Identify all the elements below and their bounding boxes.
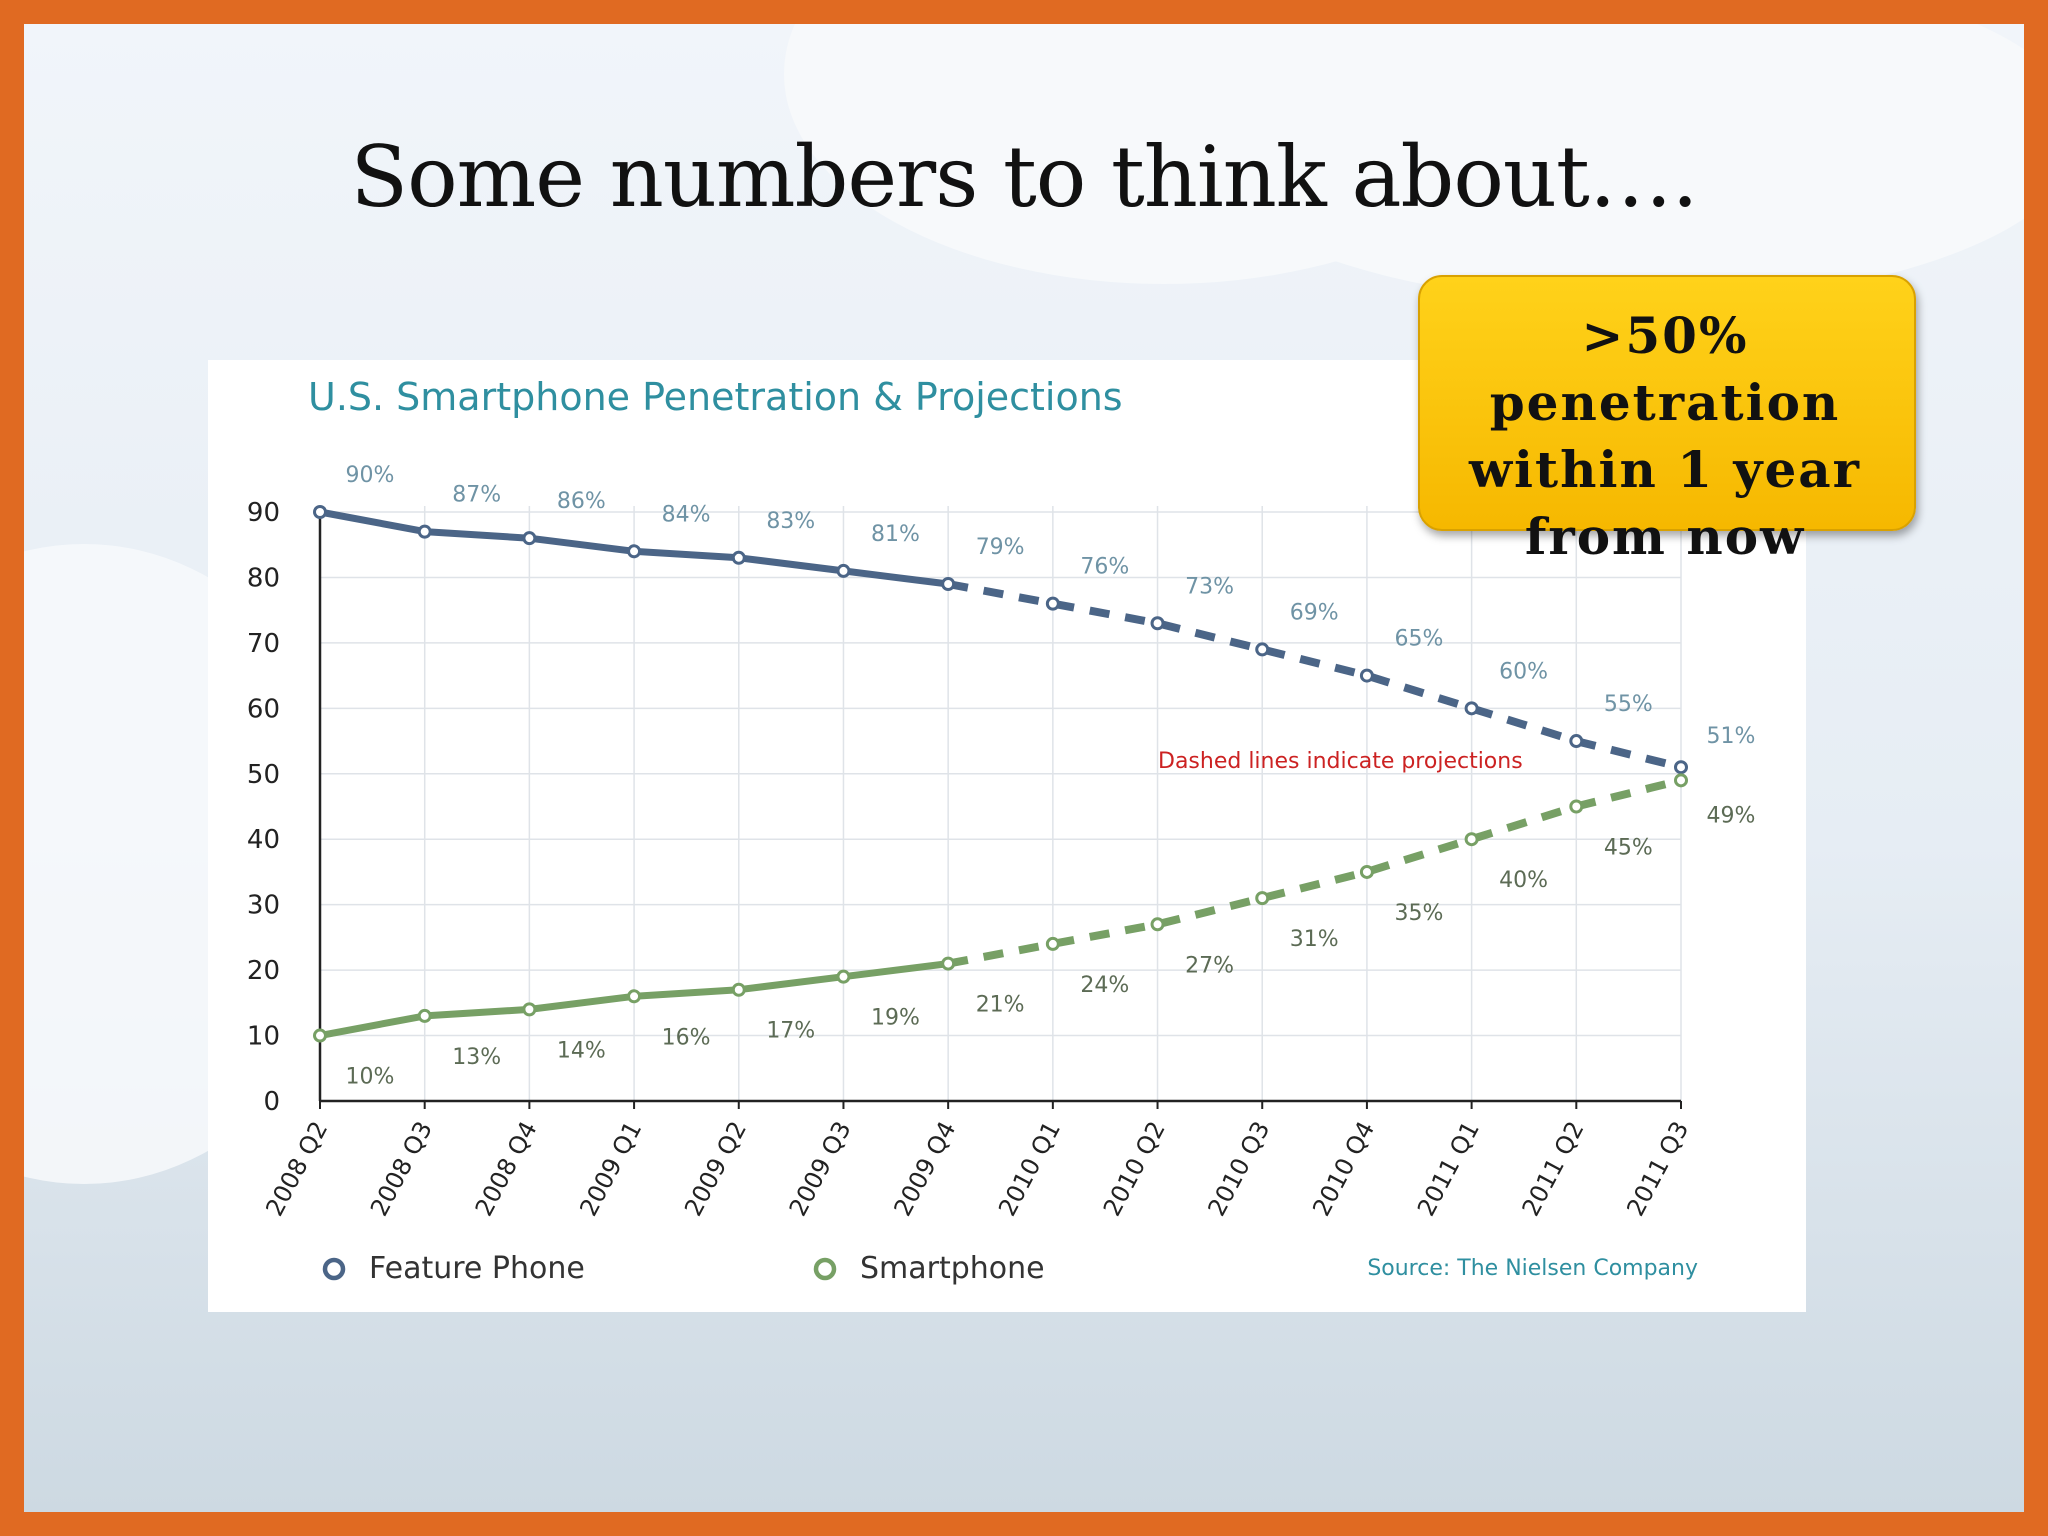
feature-phone-point — [1674, 760, 1688, 775]
feature-phone-point — [1150, 616, 1165, 631]
x-tick-label: 2010 Q2 — [1098, 1117, 1171, 1221]
y-tick-label: 10 — [247, 1022, 280, 1052]
y-tick-label: 50 — [247, 760, 280, 790]
projection-note: Dashed lines indicate projections — [1158, 749, 1523, 774]
smartphone-point — [1255, 891, 1270, 906]
smartphone-point — [1150, 917, 1165, 932]
smartphone-data-label: 10% — [346, 1065, 395, 1090]
y-tick-label: 80 — [247, 563, 280, 593]
x-tick-label: 2008 Q3 — [365, 1117, 438, 1221]
feature-phone-data-label: 73% — [1185, 574, 1234, 599]
feature-phone-data-label: 84% — [662, 502, 711, 527]
smartphone-point — [1045, 936, 1060, 951]
smartphone-point — [1674, 773, 1688, 788]
callout-text: >50% penetration within 1 year from now — [1468, 306, 1862, 566]
smartphone-line-projected — [947, 776, 1682, 968]
smartphone-legend-marker — [813, 1257, 837, 1281]
smartphone-data-label: 14% — [557, 1038, 606, 1063]
smartphone-point — [313, 1028, 327, 1043]
y-tick-label: 0 — [263, 1087, 280, 1117]
smartphone-point — [836, 969, 851, 984]
smartphone-legend-label: Smartphone — [860, 1251, 1045, 1286]
feature-phone-point — [1045, 596, 1060, 611]
smartphone-point — [1569, 799, 1584, 814]
smartphone-data-label: 49% — [1707, 803, 1756, 828]
smartphone-data-label: 35% — [1394, 901, 1443, 926]
feature-phone-point — [1569, 734, 1584, 749]
feature-phone-data-label: 51% — [1707, 724, 1756, 749]
y-tick-label: 60 — [247, 694, 280, 724]
x-tick-label: 2009 Q1 — [574, 1117, 647, 1221]
feature-phone-point — [417, 524, 432, 539]
smartphone-point — [627, 989, 642, 1004]
y-tick-label: 30 — [247, 891, 280, 921]
smartphone-point — [731, 982, 746, 997]
feature-phone-point — [731, 550, 746, 565]
feature-phone-point — [941, 576, 956, 591]
smartphone-data-label: 24% — [1080, 973, 1129, 998]
feature-phone-point — [627, 544, 642, 559]
smartphone-point — [1464, 832, 1479, 847]
slide-title: Some numbers to think about…. — [350, 128, 1699, 226]
feature-phone-point — [1359, 668, 1374, 683]
smartphone-point — [941, 956, 956, 971]
feature-phone-data-label: 83% — [766, 509, 815, 534]
feature-phone-line-projected — [947, 580, 1682, 772]
x-tick-label: 2010 Q3 — [1203, 1117, 1276, 1221]
smartphone-data-label: 19% — [871, 1006, 920, 1031]
smartphone-data-label: 13% — [452, 1045, 501, 1070]
smartphone-point — [1359, 864, 1374, 879]
feature-phone-point — [1255, 642, 1270, 657]
smartphone-data-label: 16% — [662, 1025, 711, 1050]
feature-phone-point — [313, 505, 327, 519]
smartphone-point — [417, 1008, 432, 1023]
feature-phone-data-label: 60% — [1499, 659, 1548, 684]
x-tick-label: 2009 Q2 — [679, 1117, 752, 1221]
smartphone-data-label: 21% — [976, 993, 1025, 1018]
x-tick-label: 2010 Q1 — [993, 1117, 1066, 1221]
feature-phone-data-label: 55% — [1604, 692, 1653, 717]
feature-phone-point — [836, 563, 851, 578]
x-tick-label: 2011 Q3 — [1621, 1117, 1694, 1221]
feature-phone-legend-label: Feature Phone — [369, 1251, 585, 1286]
smartphone-data-label: 27% — [1185, 953, 1234, 978]
x-tick-label: 2008 Q2 — [260, 1117, 333, 1221]
feature-phone-data-label: 65% — [1394, 627, 1443, 652]
x-tick-label: 2008 Q4 — [470, 1117, 543, 1221]
feature-phone-data-label: 69% — [1290, 600, 1339, 625]
callout-box — [1418, 275, 1916, 531]
x-tick-label: 2011 Q1 — [1412, 1117, 1485, 1221]
smartphone-data-label: 40% — [1499, 868, 1548, 893]
source-note: Source: The Nielsen Company — [1367, 1256, 1698, 1281]
feature-phone-point — [522, 531, 537, 546]
chart-title: U.S. Smartphone Penetration & Projection… — [308, 375, 1123, 419]
x-tick-label: 2010 Q4 — [1307, 1117, 1380, 1221]
y-tick-label: 90 — [247, 498, 280, 528]
feature-phone-data-label: 87% — [452, 483, 501, 508]
x-tick-label: 2009 Q4 — [888, 1117, 961, 1221]
chart: U.S. Smartphone Penetration & Projection… — [247, 375, 1756, 1286]
cloud-shape — [1184, 24, 2024, 304]
feature-phone-data-label: 86% — [557, 489, 606, 514]
feature-phone-data-label: 81% — [871, 522, 920, 547]
feature-phone-point — [1464, 701, 1479, 716]
smartphone-point — [522, 1002, 537, 1017]
feature-phone-data-label: 90% — [346, 463, 395, 488]
feature-phone-data-label: 79% — [976, 535, 1025, 560]
feature-phone-legend-marker — [322, 1257, 346, 1281]
y-tick-label: 70 — [247, 629, 280, 659]
chart-panel: U.S. Smartphone Penetration & Projection… — [208, 360, 1806, 1312]
smartphone-data-label: 31% — [1290, 927, 1339, 952]
smartphone-data-label: 17% — [766, 1019, 815, 1044]
smartphone-data-label: 45% — [1604, 836, 1653, 861]
feature-phone-data-label: 76% — [1080, 555, 1129, 580]
y-tick-label: 40 — [247, 825, 280, 855]
y-tick-label: 20 — [247, 956, 280, 986]
x-tick-label: 2011 Q2 — [1517, 1117, 1590, 1221]
x-tick-label: 2009 Q3 — [784, 1117, 857, 1221]
